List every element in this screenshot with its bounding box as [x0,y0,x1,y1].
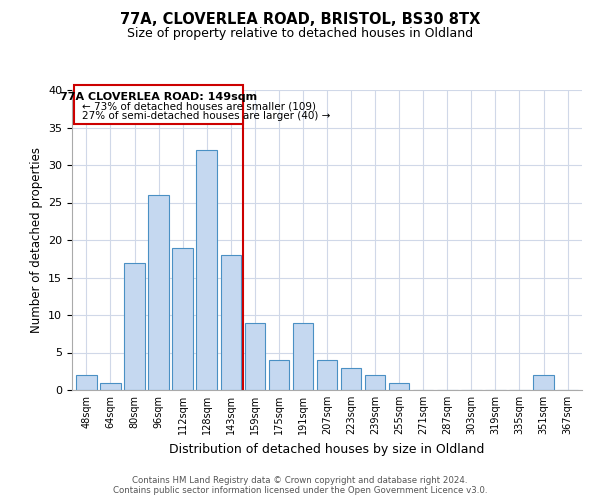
Bar [293,322,313,390]
Text: Size of property relative to detached houses in Oldland: Size of property relative to detached ho… [127,28,473,40]
Text: 77A CLOVERLEA ROAD: 149sqm: 77A CLOVERLEA ROAD: 149sqm [60,92,257,102]
Bar [124,262,145,390]
Text: Contains HM Land Registry data © Crown copyright and database right 2024.: Contains HM Land Registry data © Crown c… [132,476,468,485]
Text: Contains public sector information licensed under the Open Government Licence v3: Contains public sector information licen… [113,486,487,495]
Bar [533,375,554,390]
Bar [172,248,193,390]
Bar [196,150,217,390]
Text: 77A, CLOVERLEA ROAD, BRISTOL, BS30 8TX: 77A, CLOVERLEA ROAD, BRISTOL, BS30 8TX [120,12,480,28]
X-axis label: Distribution of detached houses by size in Oldland: Distribution of detached houses by size … [169,442,485,456]
Text: 27% of semi-detached houses are larger (40) →: 27% of semi-detached houses are larger (… [82,111,330,121]
Bar [317,360,337,390]
Bar [341,368,361,390]
Bar [148,195,169,390]
Bar [100,382,121,390]
Text: ← 73% of detached houses are smaller (109): ← 73% of detached houses are smaller (10… [82,101,316,112]
Bar [221,255,241,390]
Bar [365,375,385,390]
Bar [389,382,409,390]
Bar [269,360,289,390]
Bar [76,375,97,390]
Bar [245,322,265,390]
Y-axis label: Number of detached properties: Number of detached properties [29,147,43,333]
FancyBboxPatch shape [74,84,243,124]
